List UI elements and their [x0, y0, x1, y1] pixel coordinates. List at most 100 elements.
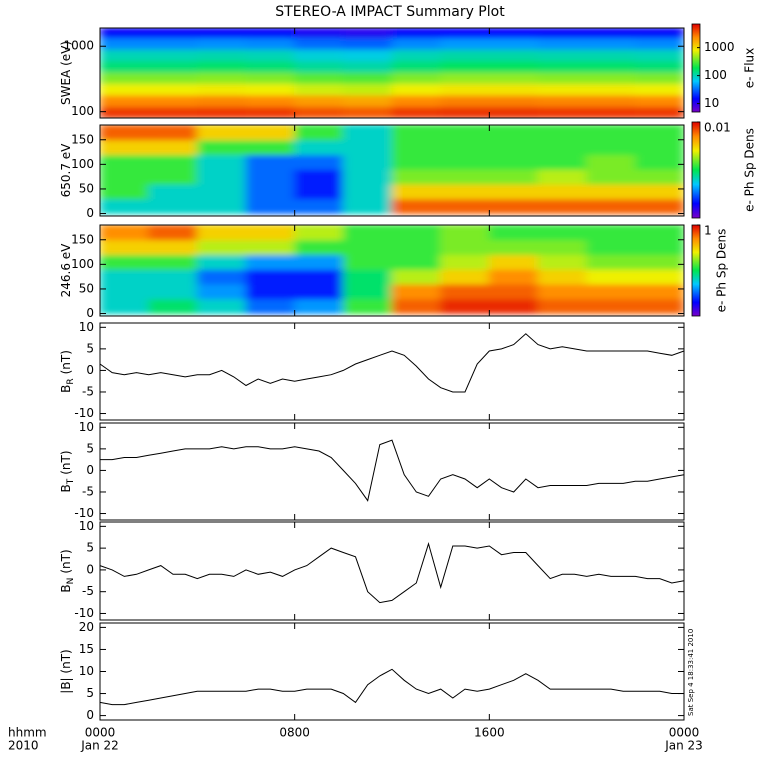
heatmap-cell — [294, 48, 344, 62]
heatmap-cell — [391, 268, 442, 285]
heatmap-cell — [391, 225, 442, 241]
heatmap-cell — [391, 82, 442, 96]
panel-frame — [99, 27, 685, 119]
heatmap-cell — [488, 60, 539, 73]
y-tick-label: -5 — [82, 584, 94, 598]
heatmap-cell — [440, 283, 490, 300]
heatmap-cell — [148, 125, 198, 141]
y-tick-label: 100 — [71, 104, 94, 118]
trace — [99, 668, 684, 706]
y-axis-label-sub: T — [66, 478, 76, 485]
x-tick-label: 0000 — [85, 726, 116, 740]
heatmap-cell — [634, 28, 684, 39]
heatmap-cell — [391, 239, 442, 256]
heatmap-cell — [488, 28, 539, 39]
y-axis-label: BN (nT) — [59, 549, 76, 592]
heatmap-cell — [196, 283, 247, 300]
heatmap-cell — [391, 94, 442, 107]
y-tick-label: 5 — [86, 541, 94, 555]
heatmap-cell — [100, 183, 150, 200]
heatmap-cell — [634, 37, 684, 50]
heatmap-cell — [440, 82, 490, 96]
heatmap-cell — [100, 28, 150, 39]
heatmap-cell — [634, 94, 684, 107]
trace — [99, 333, 685, 393]
heatmap-cell — [440, 198, 490, 215]
heatmap-cell — [391, 183, 442, 200]
heatmap-cell — [586, 94, 636, 107]
y-axis-label-unit: (nT) — [59, 450, 73, 474]
y-tick-label: 10 — [79, 420, 94, 434]
heatmap-cell — [391, 154, 442, 170]
heatmap-cell — [537, 105, 588, 118]
colorbar — [691, 224, 701, 317]
heatmap-cell — [148, 254, 198, 270]
heatmap-cell — [537, 154, 588, 170]
colorbar-tick-label: 100 — [704, 68, 727, 82]
heatmap-cell — [537, 168, 588, 185]
colorbar-label: e- Flux — [743, 48, 757, 88]
heatmap-cell — [440, 298, 490, 315]
heatmap-cell — [342, 254, 393, 270]
heatmap-cell — [294, 168, 344, 185]
y-tick-label: -10 — [74, 606, 94, 620]
heatmap-cell — [148, 71, 198, 84]
heatmap-cell — [634, 71, 684, 84]
heatmap-cell — [586, 71, 636, 84]
heatmap-cell — [342, 125, 393, 141]
heatmap-cell — [586, 225, 636, 241]
heatmap-cell — [391, 48, 442, 62]
heatmap-cell — [440, 139, 490, 156]
heatmap-cell — [440, 28, 490, 39]
heatmap-cell — [488, 198, 539, 215]
heatmap-cell — [148, 28, 198, 39]
heatmap-cell — [586, 37, 636, 50]
heatmap-cell — [342, 71, 393, 84]
heatmap-cell — [342, 183, 393, 200]
heatmap-cell — [148, 60, 198, 73]
heatmap-cell — [440, 239, 490, 256]
trace — [100, 439, 685, 502]
heatmap-cell — [537, 298, 588, 315]
heatmap-cell — [148, 168, 198, 185]
heatmap-cell — [537, 125, 588, 141]
heatmap-cell — [391, 125, 442, 141]
heatmap-cell — [342, 225, 393, 241]
heatmap-cell — [294, 239, 344, 256]
heatmap-cell — [634, 298, 684, 315]
heatmap-cell — [294, 139, 344, 156]
heatmap-cell — [488, 168, 539, 185]
colorbar — [691, 121, 701, 219]
heatmap-cell — [634, 283, 684, 300]
heatmap-cell — [294, 82, 344, 96]
time-axis-year: 2010 — [8, 739, 39, 753]
heatmap-cell — [488, 239, 539, 256]
y-tick-label: 0 — [86, 708, 94, 722]
x-tick-date: Jan 22 — [80, 739, 119, 753]
heatmap-cell — [245, 154, 296, 170]
heatmap-cell — [342, 239, 393, 256]
heatmap-cell — [196, 105, 247, 118]
heatmap-cell — [245, 183, 296, 200]
heatmap-cell — [537, 94, 588, 107]
heatmap-cell — [196, 48, 247, 62]
heatmap-cell — [586, 183, 636, 200]
y-tick-label: 0 — [86, 206, 94, 220]
heatmap-cell — [342, 283, 393, 300]
heatmap-cell — [440, 225, 490, 241]
heatmap-cell — [586, 298, 636, 315]
heatmap-cell — [245, 283, 296, 300]
heatmap-cell — [342, 105, 393, 118]
colorbar-label: e- Ph Sp Dens — [715, 229, 729, 313]
heatmap-cell — [586, 168, 636, 185]
y-tick-label: -5 — [82, 484, 94, 498]
y-axis-label: 650.7 eV — [59, 143, 73, 198]
heatmap-cell — [196, 71, 247, 84]
heatmap-cell — [537, 225, 588, 241]
heatmap-cell — [100, 154, 150, 170]
heatmap-cell — [148, 154, 198, 170]
heatmap-cell — [537, 183, 588, 200]
panel-frame — [99, 622, 685, 721]
y-axis-label: BT (nT) — [59, 450, 76, 492]
